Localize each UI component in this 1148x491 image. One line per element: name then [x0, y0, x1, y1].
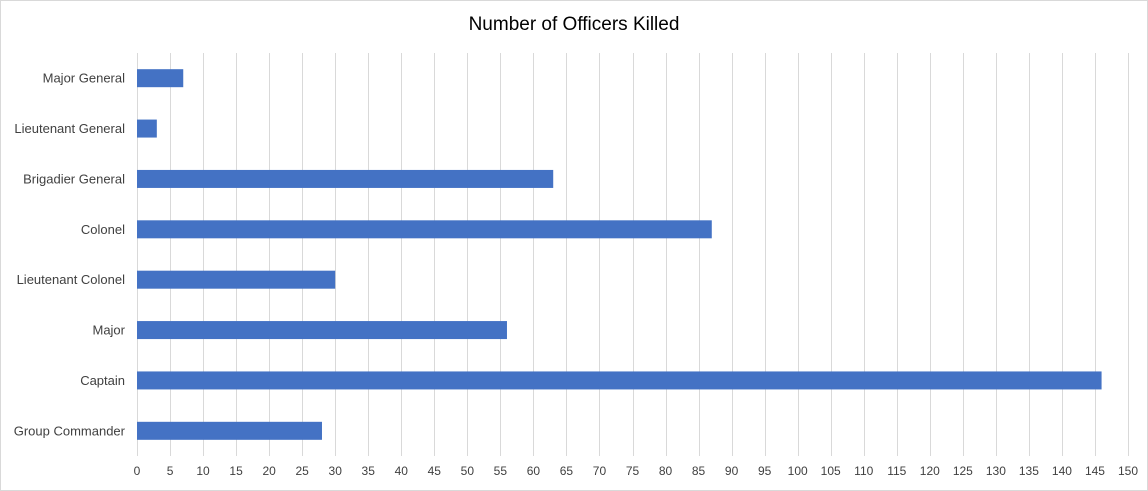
x-tick-label: 85	[692, 464, 706, 478]
bar	[137, 270, 336, 289]
x-tick-label: 75	[626, 464, 640, 478]
category-label: Brigadier General	[23, 171, 125, 186]
x-tick-label: 95	[758, 464, 772, 478]
x-tick-label: 15	[229, 464, 243, 478]
category-label: Group Commander	[14, 423, 126, 438]
bar	[137, 119, 157, 138]
x-tick-label: 115	[887, 464, 906, 478]
category-labels: Major General Lieutenant General Brigadier…	[14, 71, 126, 439]
x-axis-ticks: 0 5 10 15 20 25 30 35 40 45 50 55 60 65 70 75 80 85 90 95 10…	[134, 464, 1139, 478]
x-tick-label: 5	[167, 464, 174, 478]
x-tick-label: 25	[295, 464, 309, 478]
category-label: Major	[92, 323, 125, 338]
x-tick-label: 65	[560, 464, 574, 478]
x-tick-label: 55	[494, 464, 508, 478]
bar	[137, 220, 712, 239]
category-label: Captain	[80, 373, 125, 388]
bar	[137, 169, 554, 188]
x-tick-label: 40	[395, 464, 409, 478]
x-tick-label: 60	[527, 464, 541, 478]
x-tick-label: 100	[788, 464, 808, 478]
x-tick-label: 80	[659, 464, 673, 478]
x-tick-label: 120	[920, 464, 940, 478]
x-tick-label: 150	[1118, 464, 1138, 478]
x-tick-label: 110	[854, 464, 873, 478]
x-tick-label: 135	[1019, 464, 1039, 478]
bars	[137, 69, 1102, 440]
bar	[137, 421, 322, 440]
x-tick-label: 30	[329, 464, 343, 478]
x-tick-label: 45	[428, 464, 442, 478]
x-tick-label: 125	[953, 464, 973, 478]
x-tick-label: 50	[461, 464, 475, 478]
category-label: Lieutenant Colonel	[17, 272, 126, 287]
x-tick-label: 130	[986, 464, 1006, 478]
bar	[137, 371, 1102, 390]
x-tick-label: 0	[134, 464, 141, 478]
x-tick-label: 35	[362, 464, 376, 478]
x-tick-label: 145	[1085, 464, 1105, 478]
bar	[137, 69, 184, 88]
x-tick-label: 105	[821, 464, 841, 478]
category-label: Lieutenant General	[14, 121, 125, 136]
bar	[137, 321, 507, 340]
x-tick-label: 70	[593, 464, 607, 478]
x-tick-label: 10	[196, 464, 210, 478]
category-label: Colonel	[81, 222, 125, 237]
chart-title: Number of Officers Killed	[469, 14, 680, 35]
category-label: Major General	[43, 71, 125, 86]
x-tick-label: 140	[1052, 464, 1072, 478]
grid-lines	[137, 53, 1129, 456]
x-tick-label: 20	[262, 464, 276, 478]
x-tick-label: 90	[725, 464, 739, 478]
